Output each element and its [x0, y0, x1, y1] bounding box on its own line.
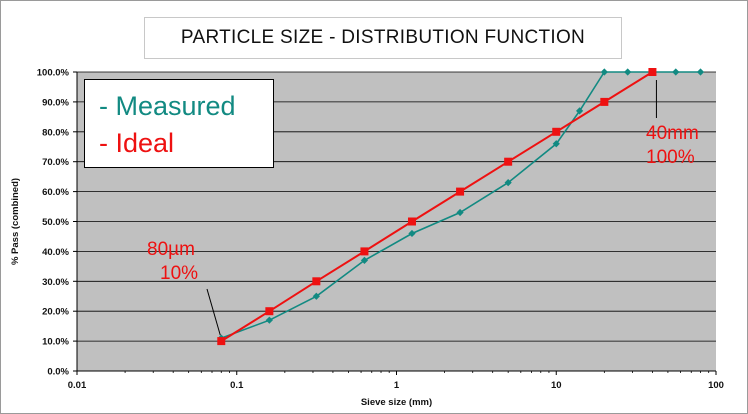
x-tick-label: 0.1 [230, 380, 244, 391]
data-point-measured [504, 179, 512, 187]
data-point-measured [575, 107, 584, 115]
data-point-measured [408, 229, 416, 238]
data-point-measured [360, 256, 369, 264]
data-point-measured [456, 208, 464, 217]
data-point-measured [624, 68, 632, 76]
y-tick-label: 60.0% [42, 187, 69, 198]
legend: - Measured - Ideal [84, 79, 274, 168]
chart-title: PARTICLE SIZE - DISTRIBUTION FUNCTION [144, 17, 622, 59]
data-point-ideal [648, 68, 657, 76]
annotation-40mm-percent: 100% [646, 147, 695, 168]
y-tick-label: 50.0% [42, 217, 69, 228]
data-point-ideal [552, 127, 561, 136]
y-tick-label: 20.0% [42, 307, 69, 318]
series-layer [217, 68, 705, 346]
annotation-40mm: 40mm 100% [646, 122, 699, 170]
x-axis-label: Sieve size (mm) [361, 397, 432, 408]
y-tick-label: 90.0% [42, 97, 69, 108]
y-tick-label: 80.0% [42, 127, 69, 138]
y-tick-label: 100.0% [37, 68, 70, 79]
data-point-ideal [312, 277, 321, 286]
data-point-ideal [456, 187, 465, 196]
y-tick-label: 0.0% [47, 367, 69, 378]
annotation-80um: 80µm 10% [147, 238, 198, 286]
series-line-measured [221, 71, 701, 339]
x-tick-label: 100 [708, 380, 724, 391]
annotation-pointers [206, 80, 657, 336]
series-line-ideal [220, 71, 653, 342]
x-tick-label: 0.01 [68, 380, 87, 391]
data-point-measured [696, 68, 705, 76]
data-point-measured [552, 140, 560, 148]
data-point-ideal [265, 307, 274, 316]
data-point-measured [672, 68, 680, 76]
data-point-ideal [600, 97, 609, 106]
y-tick-label: 70.0% [42, 157, 69, 168]
y-tick-label: 40.0% [42, 247, 69, 258]
x-tick-label: 1 [394, 380, 400, 391]
y-axis-label: % Pass (combined) [10, 178, 21, 265]
data-point-ideal [217, 337, 226, 346]
data-point-measured [600, 68, 608, 76]
data-point-ideal [504, 157, 513, 166]
annotation-80um-percent: 10% [160, 263, 199, 284]
annotation-80um-size: 80µm [147, 239, 195, 260]
data-point-ideal [407, 217, 416, 226]
data-point-ideal [360, 247, 369, 256]
x-tick-label: 10 [551, 380, 562, 391]
annotation-pointer-80um [206, 288, 221, 336]
legend-entry-measured: - Measured [99, 91, 236, 121]
legend-entry-ideal: - Ideal [99, 128, 175, 158]
data-point-measured [312, 292, 320, 300]
axes: 0.0% 10.0% 20.0% 30.0% 40.0% 50.0% 60.0% 70.0% 8… [37, 68, 724, 392]
y-tick-label: 10.0% [42, 337, 69, 348]
data-point-measured [265, 316, 273, 324]
annotation-40mm-size: 40mm [646, 123, 699, 144]
y-tick-label: 30.0% [42, 277, 69, 288]
